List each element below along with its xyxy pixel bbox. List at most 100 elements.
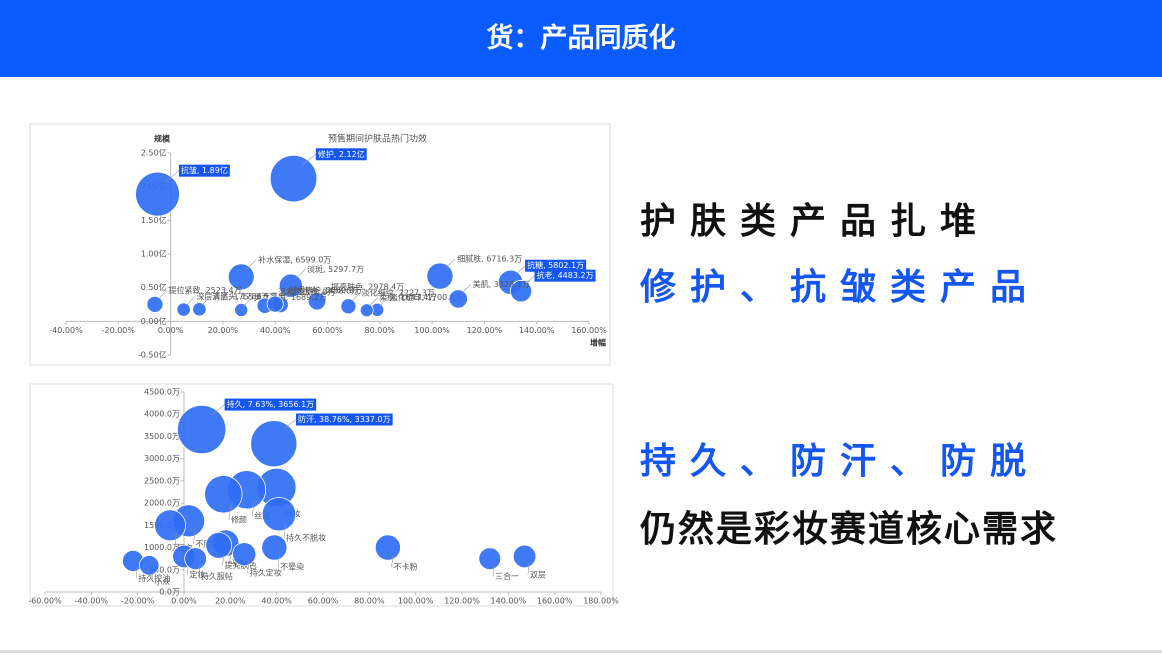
leader-line	[247, 561, 250, 573]
label-box	[525, 259, 587, 272]
bubble-label: 持久控油	[138, 573, 170, 583]
leader-line	[252, 501, 255, 517]
leader-line	[302, 154, 316, 165]
label-box	[315, 148, 367, 161]
x-tick-label: 80.00%	[354, 597, 385, 606]
bubble-label: 深层清洁, 1755.1万	[196, 291, 269, 301]
bubble-label: 持久, 7.63%, 3656.1万	[227, 399, 315, 409]
y-tick-label: 0.00亿	[141, 316, 167, 326]
bubble	[204, 475, 243, 514]
bubble-label: 修护, 2.12亿	[318, 149, 365, 159]
x-tick-label: 40.00%	[261, 597, 292, 606]
bubble	[146, 295, 164, 313]
leader-line	[135, 567, 138, 579]
leader-line	[391, 555, 394, 568]
x-tick-label: 40.00%	[260, 326, 291, 335]
bubble	[205, 531, 233, 559]
bubble	[512, 544, 537, 569]
header-title: 货：产品同质化	[0, 0, 1162, 77]
bubble	[261, 534, 288, 561]
x-tick-label: 140.00%	[519, 326, 555, 335]
bubble-label: 抗老, 4483.2万	[537, 270, 594, 280]
leader-line	[278, 290, 288, 300]
bubble	[359, 303, 374, 318]
bubble	[278, 273, 303, 298]
x-tick-label: 60.00%	[308, 597, 339, 606]
bubble-label: 持久定妆	[250, 567, 282, 577]
side-text: 仍然是彩妆赛道核心需求	[640, 509, 1059, 550]
leader-line	[295, 269, 306, 279]
x-tick-label: 180.00%	[583, 597, 619, 606]
bubble	[261, 497, 297, 532]
bubble	[509, 280, 533, 303]
bubble-label: 抗糖, 5802.1万	[527, 260, 584, 270]
x-tick-label: -40.00%	[75, 597, 109, 606]
x-tick-label: 0.00%	[158, 326, 184, 335]
x-tick-label: 160.00%	[537, 597, 573, 606]
bubble-label: 持久服帖	[201, 571, 233, 581]
x-tick-label: 100.00%	[398, 597, 434, 606]
bubble-label: 温和, 2318.0万	[278, 288, 335, 297]
bubble-label: 细腻肤, 6716.3万	[457, 253, 522, 263]
x-tick-label: 20.00%	[215, 597, 246, 606]
y-tick-label: 4000.0万	[144, 410, 180, 419]
bubble-label: 淡化细纹, 2227.3万	[362, 288, 435, 298]
leader-line	[243, 297, 253, 307]
bubble-label: 修颜	[231, 514, 247, 524]
y-tick-label: 2500.0万	[144, 476, 180, 485]
bubble-label: 舒缓修护, 2569.9万	[289, 285, 362, 295]
bubble	[135, 171, 180, 217]
side-text: 持久、防汗、防脱	[640, 441, 1041, 482]
x-tick-label: 80.00%	[365, 326, 396, 335]
leader-line	[229, 551, 232, 564]
leader-line	[461, 284, 471, 294]
x-tick-label: 140.00%	[491, 597, 527, 606]
leader-line	[351, 292, 360, 303]
leader-line	[211, 404, 225, 416]
bubble	[176, 302, 191, 317]
label-box	[178, 164, 230, 177]
leader-line	[525, 275, 535, 285]
bubble	[177, 404, 227, 455]
y-tick-label: 4500.0万	[144, 388, 180, 397]
bubble-label: 美肌, 3328.1万	[473, 279, 530, 289]
bubble-label: 男女通用, 1689.2万	[254, 292, 327, 302]
bubble-label: 补水保湿, 6599.0万	[258, 254, 331, 264]
bubble-label: 防汗, 38.76%, 3337.0万	[298, 414, 391, 424]
leader-line	[151, 571, 154, 583]
leader-line	[379, 297, 389, 307]
label-box	[295, 413, 393, 426]
leader-line	[444, 258, 456, 269]
y-tick-label: 2.50亿	[141, 148, 167, 158]
bubble-label: 持久不脱妆	[286, 532, 326, 542]
y-tick-label: 3000.0万	[144, 454, 180, 463]
bubble-label: 淡化痘印, 1700.6万	[390, 292, 463, 302]
leader-line	[228, 505, 232, 521]
leader-line	[222, 553, 225, 566]
x-tick-label: 20.00%	[208, 326, 239, 335]
y-tick-label: 0.0万	[159, 588, 180, 597]
side-text: 修护、抗皱类产品	[640, 267, 1041, 308]
y-tick-label: 2000.0万	[144, 499, 180, 508]
leader-line	[193, 530, 196, 544]
label-box	[534, 269, 596, 282]
leader-line	[157, 290, 167, 300]
leader-line	[166, 170, 180, 182]
bubble	[184, 547, 207, 571]
y-tick-label: 1.00亿	[141, 249, 167, 259]
x-tick-label: 0.00%	[171, 597, 197, 606]
x-tick-label: -20.00%	[121, 597, 155, 606]
x-tick-label: 100.00%	[414, 326, 450, 335]
y-axis-label: 规模	[154, 134, 171, 144]
leader-line	[369, 297, 378, 307]
bubble	[374, 534, 401, 561]
bubble	[478, 547, 502, 571]
bubble	[269, 154, 318, 203]
bubble-label: 小众	[154, 578, 170, 587]
footer-rule	[0, 650, 1162, 653]
x-tick-label: 160.00%	[571, 326, 607, 335]
leader-line	[186, 296, 195, 306]
y-tick-label: 1.50亿	[141, 215, 167, 225]
leader-line	[320, 286, 330, 297]
chart-title: 预售期间护肤品热门功效	[328, 133, 427, 145]
